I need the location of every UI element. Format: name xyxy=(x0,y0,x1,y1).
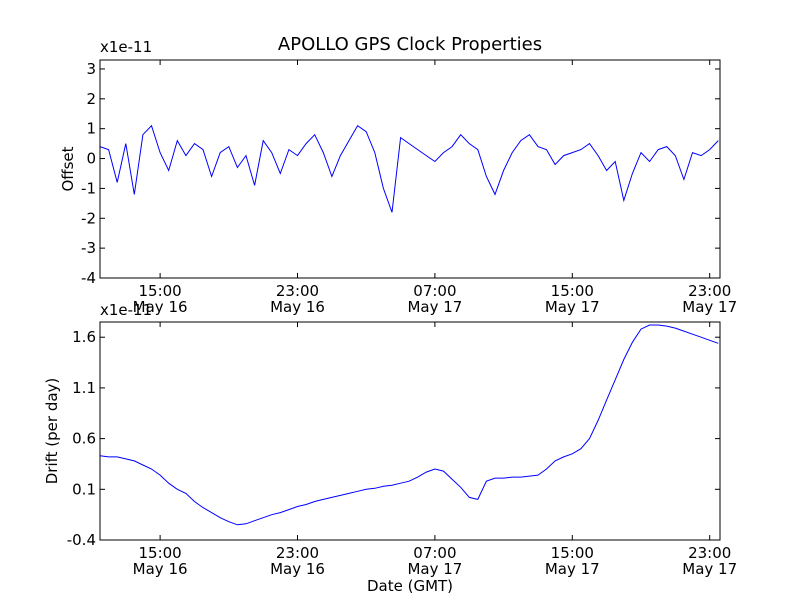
offset-ytick-label: -4 xyxy=(81,269,96,287)
drift-multiplier-label: x1e-11 xyxy=(100,301,152,319)
drift-xtick-date-label: May 17 xyxy=(682,560,737,578)
drift-xtick-time-label: 15:00 xyxy=(551,544,594,562)
drift-xtick-time-label: 07:00 xyxy=(413,544,456,562)
offset-ytick-label: -2 xyxy=(81,209,96,227)
offset-xtick-date-label: May 17 xyxy=(545,298,600,316)
drift-ylabel: Drift (per day) xyxy=(43,378,61,485)
drift-xtick-date-label: May 16 xyxy=(133,560,188,578)
offset-xtick-time-label: 23:00 xyxy=(276,282,319,300)
offset-xtick-date-label: May 17 xyxy=(407,298,462,316)
offset-xtick-time-label: 15:00 xyxy=(551,282,594,300)
drift-xtick-date-label: May 17 xyxy=(407,560,462,578)
offset-xtick-time-label: 07:00 xyxy=(413,282,456,300)
offset-ytick-label: -3 xyxy=(81,239,96,257)
drift-xtick-time-label: 15:00 xyxy=(138,544,181,562)
offset-panel: APOLLO GPS Clock Properties x1e-11 Offse… xyxy=(59,34,737,316)
offset-ytick-label: 1 xyxy=(86,120,96,138)
chart-title: APOLLO GPS Clock Properties xyxy=(278,34,542,55)
offset-series-line xyxy=(99,124,719,213)
drift-series-line xyxy=(99,324,719,526)
drift-plot-frame xyxy=(99,321,721,541)
offset-ytick-label: 0 xyxy=(86,150,96,168)
offset-xtick-date-label: May 16 xyxy=(270,298,325,316)
drift-xtick-date-label: May 16 xyxy=(270,560,325,578)
offset-xtick-time-label: 23:00 xyxy=(688,282,731,300)
drift-xtick-time-label: 23:00 xyxy=(276,544,319,562)
offset-xtick-date-label: May 17 xyxy=(682,298,737,316)
drift-xtick-time-label: 23:00 xyxy=(688,544,731,562)
offset-xtick-date-label: May 16 xyxy=(133,298,188,316)
drift-ytick-label: 0.1 xyxy=(72,480,96,498)
drift-ytick-label: 0.6 xyxy=(72,430,96,448)
drift-ytick-label: -0.4 xyxy=(67,531,96,549)
drift-xlabel: Date (GMT) xyxy=(367,577,453,595)
offset-xtick-time-label: 15:00 xyxy=(138,282,181,300)
offset-ylabel: Offset xyxy=(59,146,77,191)
drift-ytick-label: 1.6 xyxy=(72,328,96,346)
offset-ytick-label: 2 xyxy=(86,90,96,108)
drift-xtick-date-label: May 17 xyxy=(545,560,600,578)
offset-ytick-label: -1 xyxy=(81,179,96,197)
offset-ytick-label: 3 xyxy=(86,60,96,78)
offset-plot-frame xyxy=(99,59,721,279)
drift-ytick-label: 1.1 xyxy=(72,379,96,397)
offset-multiplier-label: x1e-11 xyxy=(100,38,152,56)
drift-panel: x1e-11 Drift (per day) 1.6 1.1 0.6 0.1 -0.4 1… xyxy=(43,301,737,595)
